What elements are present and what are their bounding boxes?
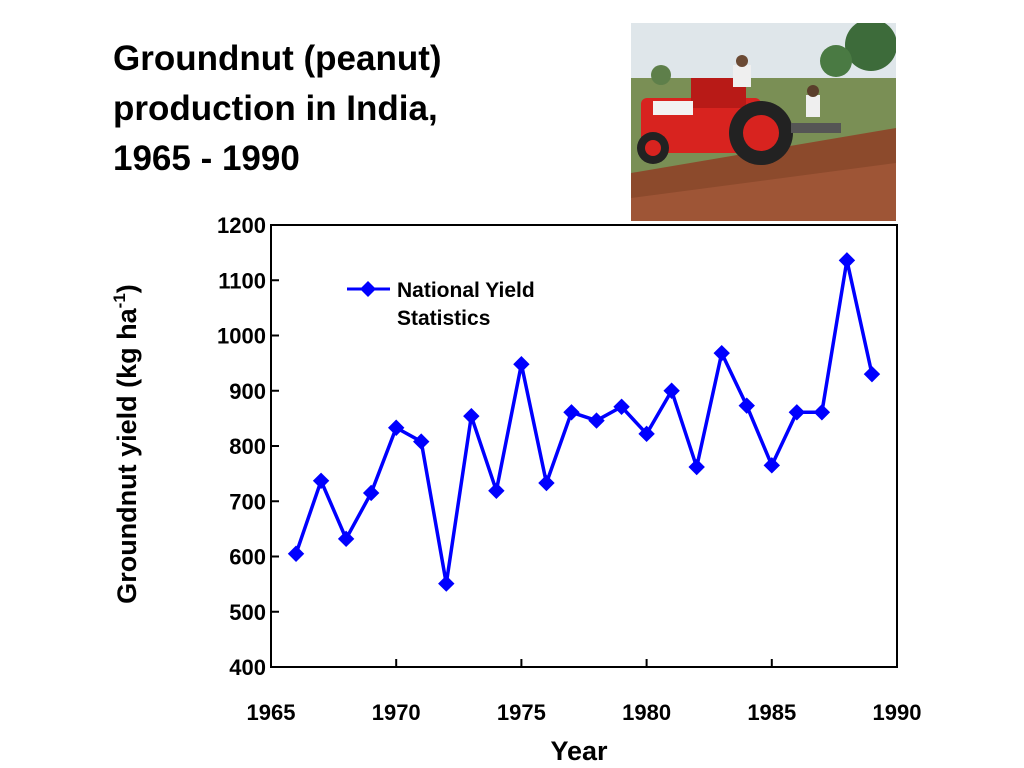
y-tick-label: 900 [229,379,266,404]
y-axis-title-superscript: -1 [110,293,129,308]
x-tick-label: 1990 [873,700,922,725]
title-line-2: production in India, [113,89,438,128]
data-point-marker [488,482,505,499]
data-point-marker [588,412,605,429]
x-tick-label: 1985 [747,700,796,725]
data-point-marker [613,398,630,415]
y-axis-title-close: ) [112,284,142,293]
series-layer [287,252,881,592]
tractor-photo-graphic [631,23,896,221]
title-line-3: 1965 - 1990 [113,139,300,178]
x-axis-title: Year [550,736,608,766]
data-point-marker [337,530,355,548]
data-point-marker [688,458,705,476]
title-line-1: Groundnut (peanut) [113,39,442,78]
tractor-photo-icon [631,23,896,221]
legend: National Yield Statistics [347,279,535,330]
x-tick-label: 1965 [247,700,296,725]
data-point-marker [287,545,305,562]
data-point-marker [638,425,655,443]
data-point-marker [763,457,781,474]
data-point-marker [362,484,380,502]
x-tick-label: 1975 [497,700,546,725]
data-point-marker [813,404,831,421]
legend-label-line-2: Statistics [397,307,490,330]
data-point-marker [312,472,330,490]
x-tick-label: 1980 [622,700,671,725]
data-point-marker [663,382,680,399]
y-tick-label: 1200 [217,213,266,238]
x-axis: 1965 1970 1975 1980 1985 1990 [247,659,922,725]
data-point-marker [413,433,430,450]
series-line-national-yield [294,258,874,586]
data-point-marker [463,407,480,425]
data-point-marker [563,404,580,421]
y-tick-label: 600 [229,545,266,570]
y-tick-label: 1100 [218,268,266,293]
y-tick-label: 1000 [217,324,266,349]
y-axis-title: Groundnut yield (kg ha-1) [110,284,142,604]
y-tick-label: 400 [229,655,266,680]
legend-label-line-1: National Yield [397,279,535,302]
legend-marker-diamond [360,281,376,297]
data-point-marker [738,397,755,414]
data-point-marker [713,344,730,362]
data-point-marker [538,474,555,492]
data-point-marker [387,419,405,436]
data-point-marker [513,356,530,373]
data-point-marker [863,365,881,383]
y-axis: 400 500 600 700 800 900 1000 1100 1200 [217,213,279,680]
y-tick-label: 500 [229,600,266,625]
data-point-marker [438,575,455,592]
data-point-marker [788,404,806,421]
y-axis-title-main: Groundnut yield (kg ha [112,307,142,603]
y-tick-label: 800 [229,434,266,459]
data-point-marker [838,252,856,269]
y-tick-label: 700 [229,489,266,514]
x-tick-label: 1970 [372,700,421,725]
slide-title: Groundnut (peanut) production in India, … [113,34,593,184]
